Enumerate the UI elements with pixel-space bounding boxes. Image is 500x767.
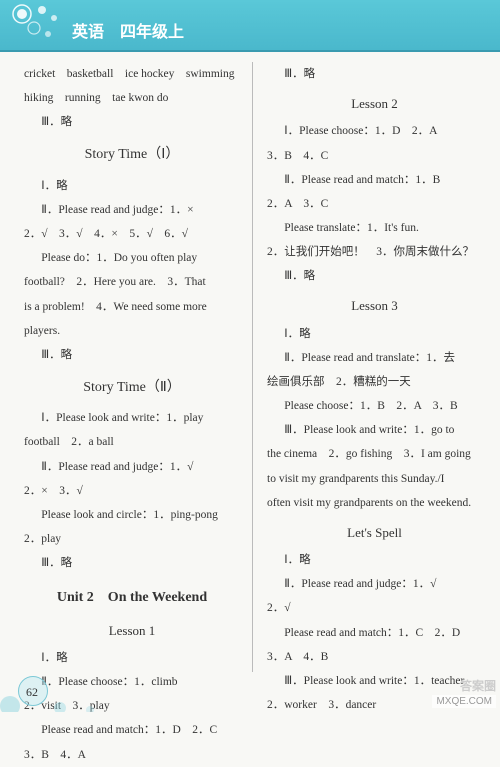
text-line: Ⅰ．Please look and write：1．play <box>24 406 240 430</box>
text-line: football? 2．Here you are. 3．That <box>24 270 240 294</box>
page-body: cricket basketball ice hockey swimming h… <box>0 52 500 672</box>
text-line: Please choose：1．B 2．A 3．B <box>267 394 482 418</box>
text-line: Ⅲ．略 <box>24 343 240 367</box>
header-title: 英语 四年级上 <box>72 18 184 42</box>
text-line: Ⅲ．略 <box>267 264 482 288</box>
text-line: Ⅱ．Please read and translate：1．去 <box>267 346 482 370</box>
text-line: 2．√ 3．√ 4．× 5．√ 6．√ <box>24 222 240 246</box>
story-title: Story Time（Ⅱ） <box>24 373 240 402</box>
text-line: 3．A 4．B <box>267 645 482 669</box>
page-header: 英语 四年级上 <box>0 0 500 52</box>
text-line: 2．A 3．C <box>267 192 482 216</box>
text-line: Ⅰ．略 <box>24 174 240 198</box>
text-line: the cinema 2．go fishing 3．I am going <box>267 442 482 466</box>
text-line: 2．让我们开始吧！ 3．你周末做什么？ <box>267 240 482 264</box>
text-line: Ⅱ．Please read and match：1．B <box>267 168 482 192</box>
left-column: cricket basketball ice hockey swimming h… <box>24 62 253 672</box>
text-line: Ⅰ．略 <box>24 646 240 670</box>
text-line: 绘画俱乐部 2．糟糕的一天 <box>267 370 482 394</box>
text-line: to visit my grandparents this Sunday./I <box>267 467 482 491</box>
lesson-title: Lesson 1 <box>24 617 240 644</box>
text-line: 2．play <box>24 527 240 551</box>
text-line: cricket basketball ice hockey swimming <box>24 62 240 86</box>
text-line: 3．B 4．C <box>267 144 482 168</box>
text-line: Ⅰ．略 <box>267 322 482 346</box>
text-line: hiking running tae kwon do <box>24 86 240 110</box>
text-line: Ⅱ．Please read and judge：1．√ <box>267 572 482 596</box>
text-line: Ⅲ．略 <box>24 110 240 134</box>
unit-title: Unit 2 On the Weekend <box>24 583 240 612</box>
text-line: 2．× 3．√ <box>24 479 240 503</box>
text-line: Ⅲ．略 <box>24 551 240 575</box>
text-line: 3．B 4．A <box>24 743 240 767</box>
text-line: Please read and match：1．D 2．C <box>24 718 240 742</box>
text-line: Ⅱ．Please read and judge：1．× <box>24 198 240 222</box>
text-line: Ⅰ．略 <box>267 548 482 572</box>
text-line: Ⅰ．Please choose：1．D 2．A <box>267 119 482 143</box>
header-decoration <box>8 4 68 48</box>
text-line: Ⅲ．略 <box>267 62 482 86</box>
text-line: Please look and circle：1．ping-pong <box>24 503 240 527</box>
text-line: is a problem! 4．We need some more <box>24 295 240 319</box>
watermark-logo: 答案圈 <box>460 677 496 694</box>
page-footer: 62 答案圈 MXQE.COM <box>0 672 500 712</box>
text-line: players. <box>24 319 240 343</box>
text-line: 2．√ <box>267 596 482 620</box>
lesson-title: Lesson 3 <box>267 292 482 319</box>
text-line: Ⅲ．Please look and write：1．go to <box>267 418 482 442</box>
watermark-url: MXQE.COM <box>432 695 496 708</box>
text-line: Please translate：1．It's fun. <box>267 216 482 240</box>
right-column: Ⅲ．略 Lesson 2 Ⅰ．Please choose：1．D 2．A 3．B… <box>253 62 482 672</box>
text-line: Ⅱ．Please read and judge：1．√ <box>24 455 240 479</box>
text-line: Please read and match：1．C 2．D <box>267 621 482 645</box>
spell-title: Let's Spell <box>267 519 482 546</box>
text-line: often visit my grandparents on the weeke… <box>267 491 482 515</box>
text-line: Please do：1．Do you often play <box>24 246 240 270</box>
page-number: 62 <box>26 685 38 700</box>
lesson-title: Lesson 2 <box>267 90 482 117</box>
text-line: football 2．a ball <box>24 430 240 454</box>
story-title: Story Time（Ⅰ） <box>24 140 240 169</box>
